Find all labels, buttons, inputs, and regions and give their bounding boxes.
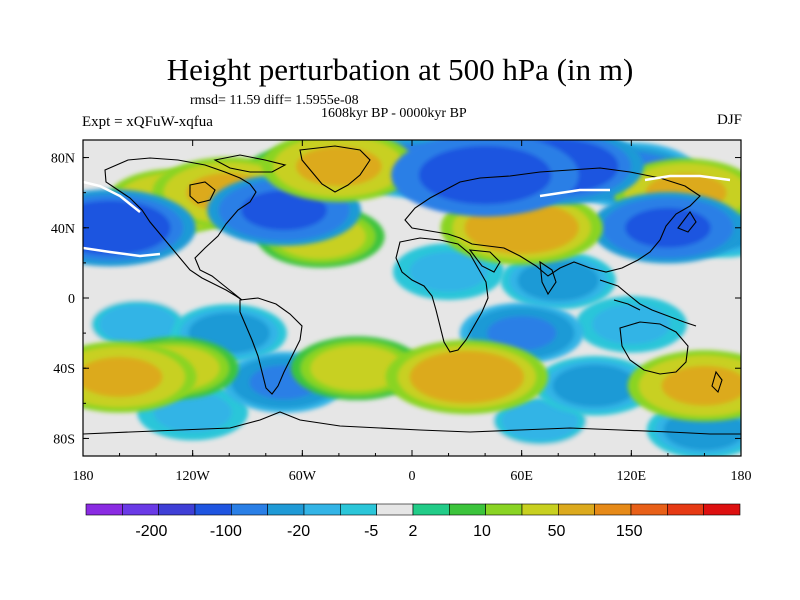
anomaly-feature <box>262 140 416 202</box>
coast-arctic-islands <box>213 154 287 173</box>
colorbar-swatch <box>376 503 414 516</box>
colorbar-swatch <box>521 503 559 516</box>
anomaly-feature <box>627 350 741 422</box>
contour-band <box>432 151 538 199</box>
colorbar-swatch <box>194 503 232 516</box>
anomaly-feature <box>500 251 616 310</box>
contour-band <box>661 365 741 406</box>
anomaly-feature <box>534 356 655 416</box>
coast-eurasia <box>404 167 701 277</box>
coast-australia <box>619 321 689 375</box>
colorbar-swatch <box>340 503 377 516</box>
contour-band <box>320 350 395 387</box>
coast-arabia-india <box>468 249 557 296</box>
colorbar-label: -20 <box>287 523 310 540</box>
contour-band <box>487 316 557 351</box>
anomaly-feature <box>207 174 361 246</box>
coast-new-zealand <box>711 370 723 394</box>
contour-band <box>561 369 629 403</box>
anomaly-feature <box>83 189 196 267</box>
y-tick-label: 40N <box>51 222 75 237</box>
season-label: DJF <box>716 112 742 128</box>
colorbar-swatch <box>122 503 159 516</box>
colorbar-swatch <box>412 503 450 516</box>
contour-band <box>421 356 513 398</box>
x-tick-label: 180 <box>731 469 752 484</box>
coast-greenland <box>299 145 371 193</box>
colorbar-swatch <box>303 503 341 516</box>
y-tick-label: 80N <box>51 152 75 167</box>
colorbar-swatch <box>85 503 123 516</box>
colorbar-swatch <box>558 503 595 516</box>
colorbar-swatch <box>267 503 305 516</box>
x-tick-label: 60E <box>510 469 533 484</box>
coast-africa <box>395 237 489 353</box>
colorbar-swatch <box>158 503 196 516</box>
anomaly-feature <box>385 339 548 415</box>
contour-band <box>241 190 327 231</box>
colorbar-swatch <box>449 503 486 516</box>
contour-band <box>417 255 480 288</box>
colorbar-swatch <box>485 503 523 516</box>
coast-antarctica <box>83 411 741 435</box>
colorbar-label: -100 <box>210 523 242 540</box>
contour-band <box>161 396 224 428</box>
anomaly-feature <box>83 296 193 353</box>
coast-north-america <box>104 157 257 301</box>
colorbar-label: 10 <box>473 523 491 540</box>
period-label: 1608kyr BP - 0000kyr BP <box>321 106 467 121</box>
contour-band <box>526 264 591 297</box>
anomaly-feature <box>83 341 197 413</box>
x-axis: 180 120W 60W 0 60E 120E 180 <box>73 140 752 484</box>
contour-band <box>296 146 382 187</box>
colorbar-label: 50 <box>548 523 566 540</box>
colorbar-swatch <box>231 503 268 516</box>
y-tick-label: 80S <box>53 432 75 447</box>
x-tick-label: 180 <box>73 469 94 484</box>
colorbar-label: -5 <box>364 523 378 540</box>
experiment-label: Expt = xQFuW-xqfua <box>82 114 213 130</box>
colorbar-label: 2 <box>409 523 418 540</box>
x-tick-label: 120E <box>617 469 647 484</box>
colorbar-swatch <box>667 503 704 516</box>
anomaly-feature <box>290 336 424 401</box>
contour-field <box>83 140 741 456</box>
x-tick-label: 0 <box>409 469 416 484</box>
colorbar-swatch <box>630 503 668 516</box>
coastline-outlines <box>83 145 741 435</box>
contour-band <box>476 207 567 249</box>
colorbar-swatch <box>594 503 632 516</box>
x-tick-label: 60W <box>289 469 317 484</box>
zero-contour-line <box>83 174 731 258</box>
contour-band <box>83 357 163 397</box>
coast-hudson <box>189 181 216 204</box>
coast-se-asia <box>599 279 697 327</box>
coast-south-america <box>239 297 303 395</box>
colorbar-swatch <box>703 503 741 516</box>
stats-label: rmsd= 11.59 diff= 1.5955e-08 <box>190 93 359 108</box>
y-axis: 80N 40N 0 40S 80S <box>51 152 741 447</box>
x-tick-label: 120W <box>176 469 211 484</box>
contour-band <box>107 308 169 340</box>
y-tick-label: 0 <box>68 292 75 307</box>
contour-band <box>672 413 737 446</box>
colorbar-label: -200 <box>135 523 167 540</box>
colorbar-label: 150 <box>616 523 643 540</box>
colorbar: -200 -100 -20 -5 2 10 50 150 <box>85 503 741 540</box>
anomaly-feature <box>591 192 741 264</box>
contour-band <box>625 207 711 248</box>
y-tick-label: 40S <box>53 362 75 377</box>
coast-japan <box>677 211 697 233</box>
contour-band <box>83 206 159 250</box>
anomaly-feature <box>391 140 580 217</box>
chart-title: Height perturbation at 500 hPa (in m) <box>166 52 634 87</box>
